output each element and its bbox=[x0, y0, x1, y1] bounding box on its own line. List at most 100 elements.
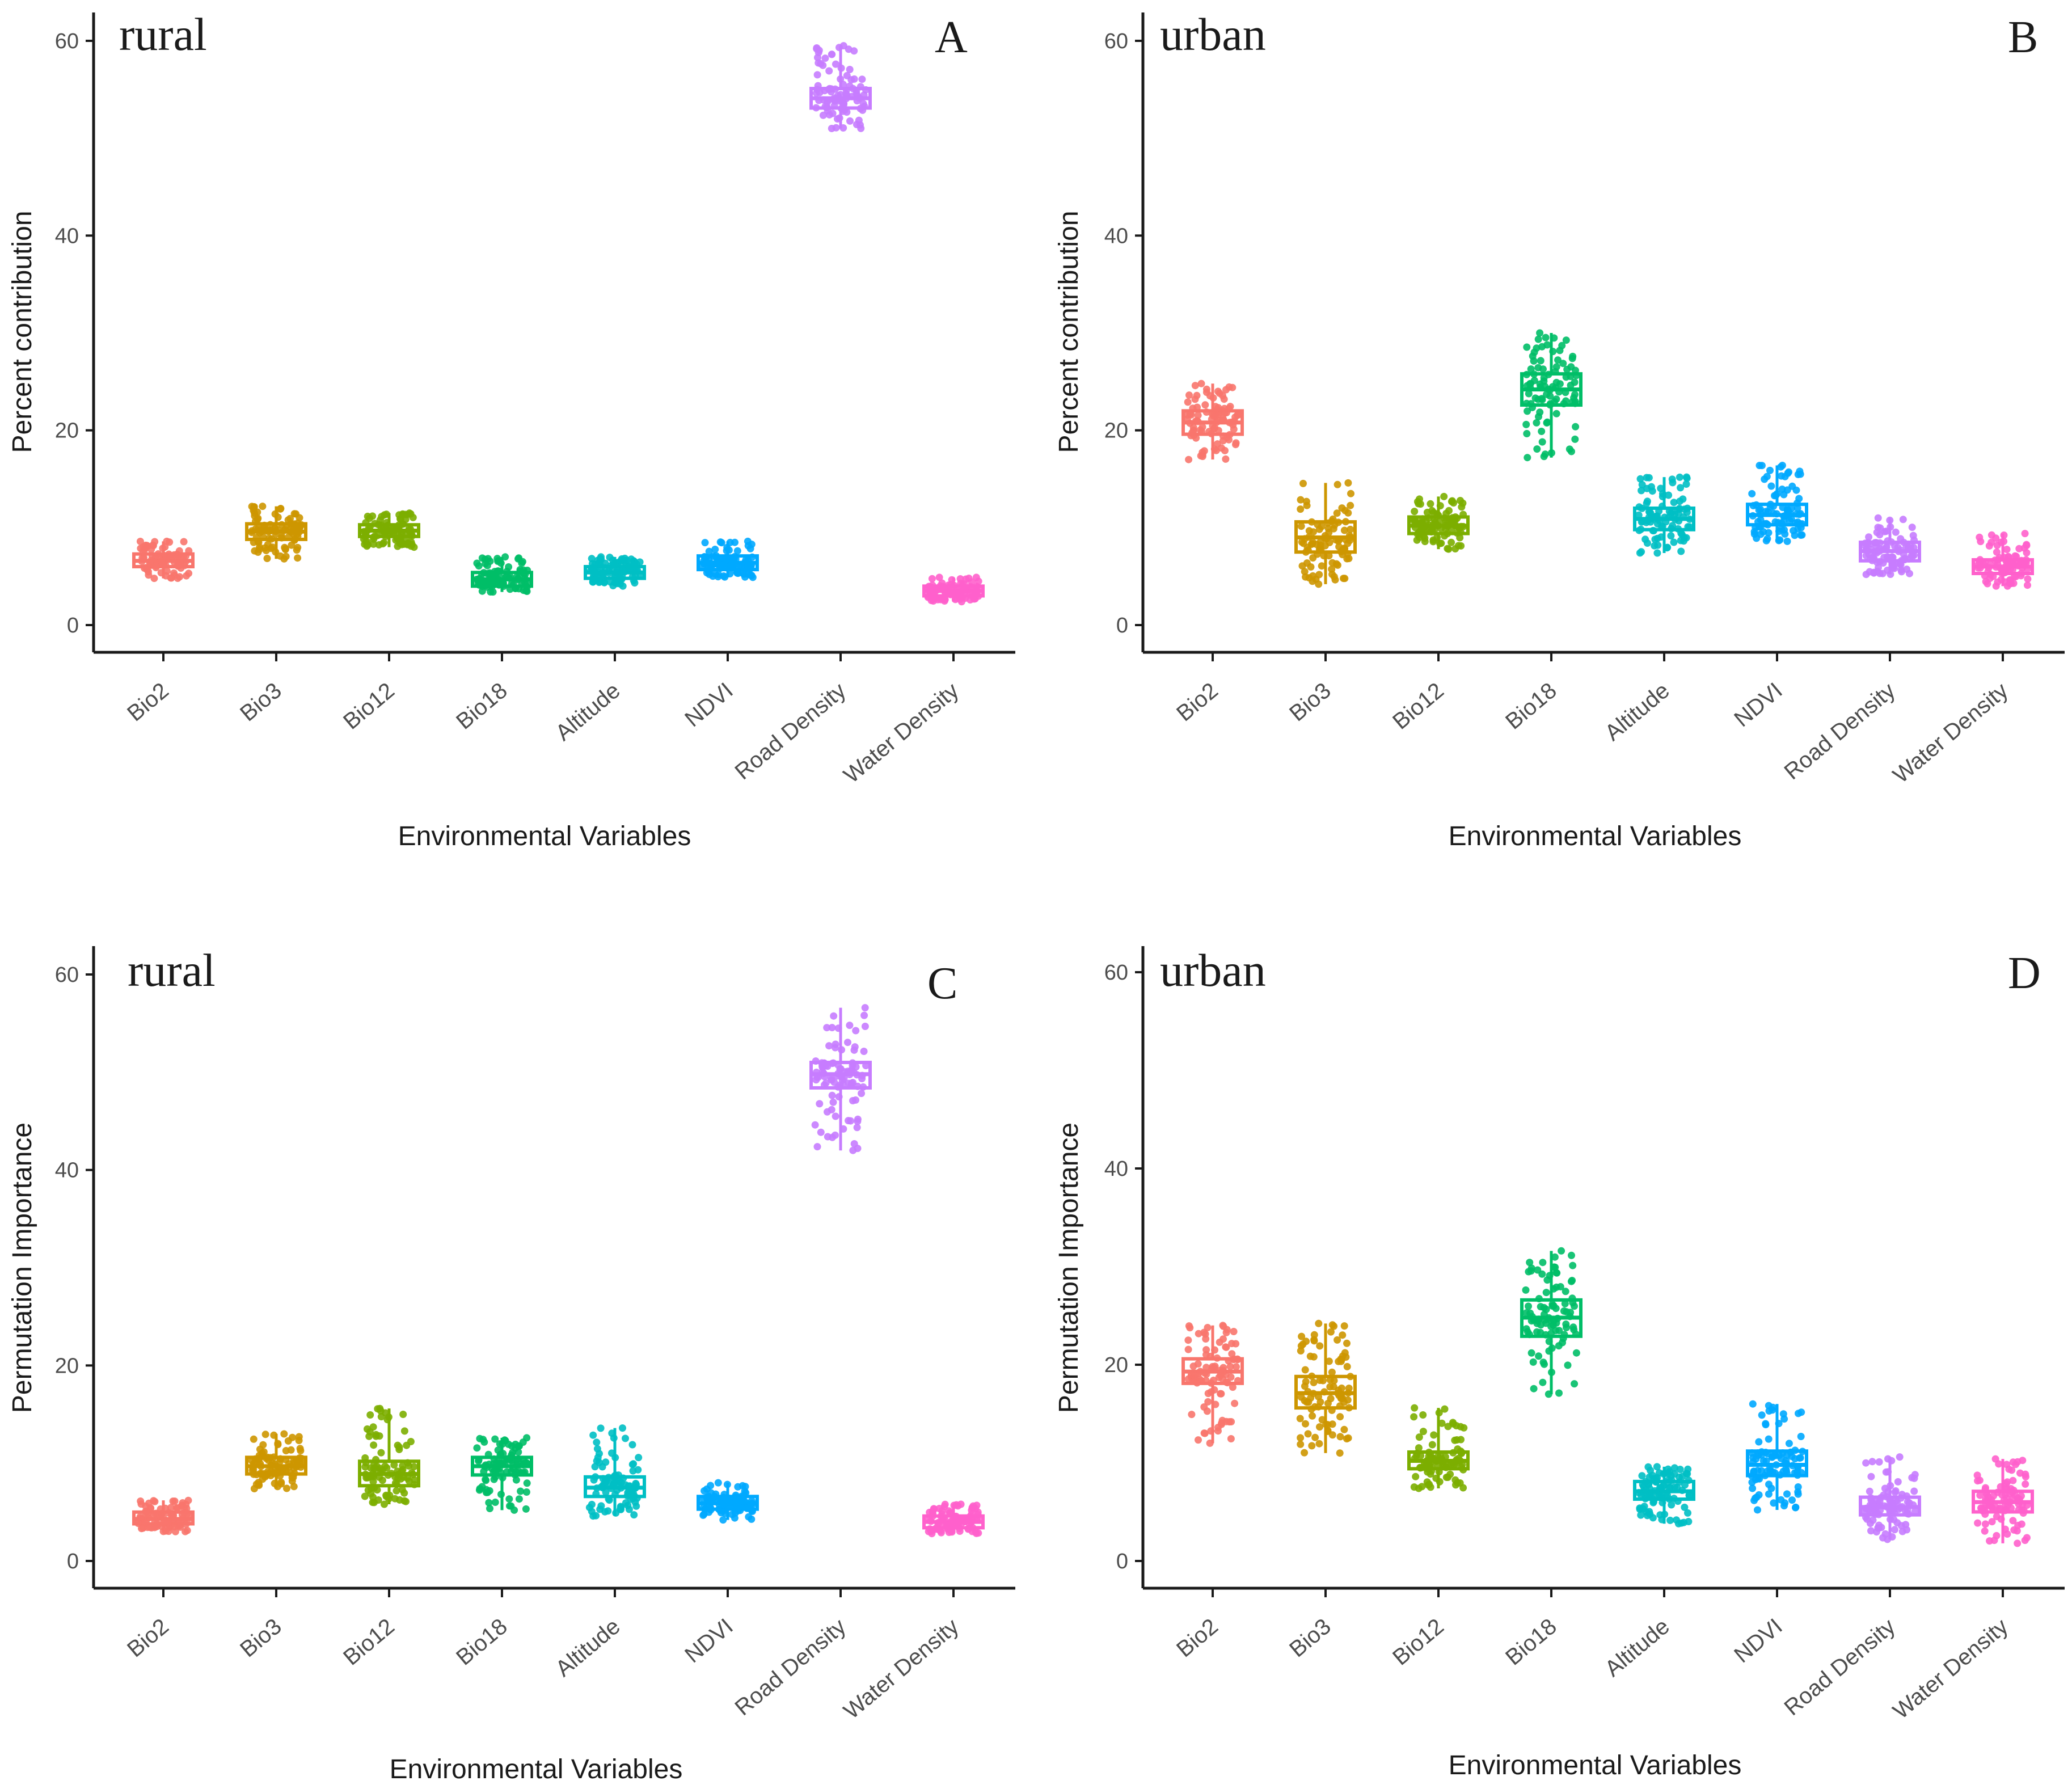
data-point bbox=[1410, 1483, 1418, 1491]
data-point bbox=[1545, 1314, 1553, 1322]
panel-a-y-axis-title: Percent contribution bbox=[7, 211, 37, 453]
data-point bbox=[631, 579, 639, 587]
data-point bbox=[1451, 517, 1459, 525]
data-point bbox=[1326, 1376, 1334, 1384]
data-point bbox=[1686, 515, 1694, 523]
data-point bbox=[848, 1079, 855, 1087]
data-point bbox=[589, 566, 597, 574]
data-point bbox=[276, 1472, 284, 1480]
x-tick-label: Bio2 bbox=[123, 678, 174, 726]
data-point bbox=[832, 124, 840, 132]
data-point bbox=[632, 1480, 640, 1488]
data-point bbox=[1643, 474, 1651, 482]
data-point bbox=[956, 595, 964, 603]
data-point bbox=[1316, 1398, 1324, 1406]
data-point bbox=[367, 1484, 375, 1492]
data-point bbox=[2003, 1461, 2011, 1469]
data-point bbox=[1416, 1463, 1424, 1471]
data-point bbox=[183, 1526, 191, 1534]
panel-b-y-axis-title: Percent contribution bbox=[1054, 211, 1084, 453]
data-point bbox=[163, 567, 171, 575]
data-point bbox=[593, 1438, 601, 1446]
data-point bbox=[824, 1133, 832, 1141]
data-point bbox=[1560, 1331, 1568, 1339]
data-point bbox=[369, 1499, 377, 1507]
box-ndvi: NDVI bbox=[1729, 1400, 1808, 1668]
data-point bbox=[1767, 482, 1775, 490]
data-point bbox=[635, 1454, 643, 1462]
data-point bbox=[747, 571, 754, 579]
data-point bbox=[1897, 535, 1905, 543]
data-point bbox=[292, 510, 299, 518]
data-point bbox=[1425, 1448, 1433, 1456]
data-point bbox=[1417, 1452, 1425, 1459]
data-point bbox=[154, 550, 162, 558]
data-point bbox=[1522, 1286, 1530, 1294]
data-point bbox=[1653, 1463, 1661, 1471]
data-point bbox=[1189, 427, 1197, 434]
data-point bbox=[402, 1497, 410, 1505]
data-point bbox=[1571, 1380, 1579, 1388]
data-point bbox=[1795, 1410, 1802, 1417]
data-point bbox=[395, 511, 403, 519]
data-point bbox=[484, 1450, 492, 1458]
data-point bbox=[521, 578, 529, 586]
data-point bbox=[604, 1507, 612, 1515]
data-point bbox=[1990, 1537, 1998, 1545]
data-point bbox=[625, 1505, 633, 1513]
data-point bbox=[839, 99, 847, 107]
data-point bbox=[719, 1516, 727, 1524]
y-tick-label: 40 bbox=[1104, 1157, 1128, 1181]
data-point bbox=[1554, 356, 1562, 364]
data-point bbox=[1325, 552, 1333, 560]
y-tick-label: 40 bbox=[1104, 224, 1128, 248]
data-point bbox=[1209, 1362, 1217, 1370]
data-point bbox=[1324, 519, 1332, 527]
data-point bbox=[284, 1437, 292, 1445]
data-point bbox=[1550, 1285, 1558, 1293]
data-point bbox=[730, 1499, 737, 1507]
data-point bbox=[1986, 1499, 1994, 1506]
data-point bbox=[1189, 404, 1197, 412]
data-point bbox=[1327, 1328, 1335, 1336]
data-point bbox=[170, 558, 178, 566]
data-point bbox=[1231, 1399, 1239, 1407]
data-point bbox=[854, 1145, 862, 1153]
data-point bbox=[971, 590, 979, 598]
data-point bbox=[290, 1483, 298, 1491]
data-point bbox=[1451, 1436, 1459, 1444]
data-point bbox=[1987, 538, 1995, 546]
data-point bbox=[1341, 575, 1349, 583]
data-point bbox=[861, 1004, 869, 1012]
box-bio3: Bio3 bbox=[1285, 479, 1357, 726]
data-point bbox=[361, 1492, 369, 1500]
box-road-density: Road Density bbox=[731, 1004, 872, 1720]
data-point bbox=[1328, 1321, 1336, 1329]
data-point bbox=[605, 569, 613, 577]
data-point bbox=[832, 60, 839, 68]
data-point bbox=[1548, 449, 1555, 457]
data-point bbox=[1792, 1504, 1799, 1512]
data-point bbox=[141, 564, 149, 572]
data-point bbox=[1749, 1458, 1757, 1466]
data-point bbox=[1635, 503, 1643, 511]
x-tick-label: NDVI bbox=[1729, 678, 1787, 732]
data-point bbox=[1311, 1433, 1319, 1441]
data-point bbox=[183, 572, 190, 580]
data-point bbox=[1685, 1491, 1693, 1499]
data-point bbox=[473, 1444, 481, 1452]
data-point bbox=[250, 1470, 258, 1478]
data-point bbox=[720, 1495, 728, 1503]
data-point bbox=[1538, 438, 1546, 446]
data-point bbox=[1410, 1413, 1418, 1421]
data-point bbox=[266, 1454, 274, 1462]
data-point bbox=[723, 1480, 731, 1488]
data-point bbox=[1643, 499, 1651, 507]
data-point bbox=[1441, 1462, 1449, 1470]
data-point bbox=[1546, 392, 1554, 400]
data-point bbox=[1783, 537, 1791, 545]
x-tick-label: Bio2 bbox=[1172, 678, 1223, 726]
data-point bbox=[1982, 1484, 1989, 1492]
data-point bbox=[369, 1423, 377, 1431]
data-point bbox=[168, 552, 176, 560]
